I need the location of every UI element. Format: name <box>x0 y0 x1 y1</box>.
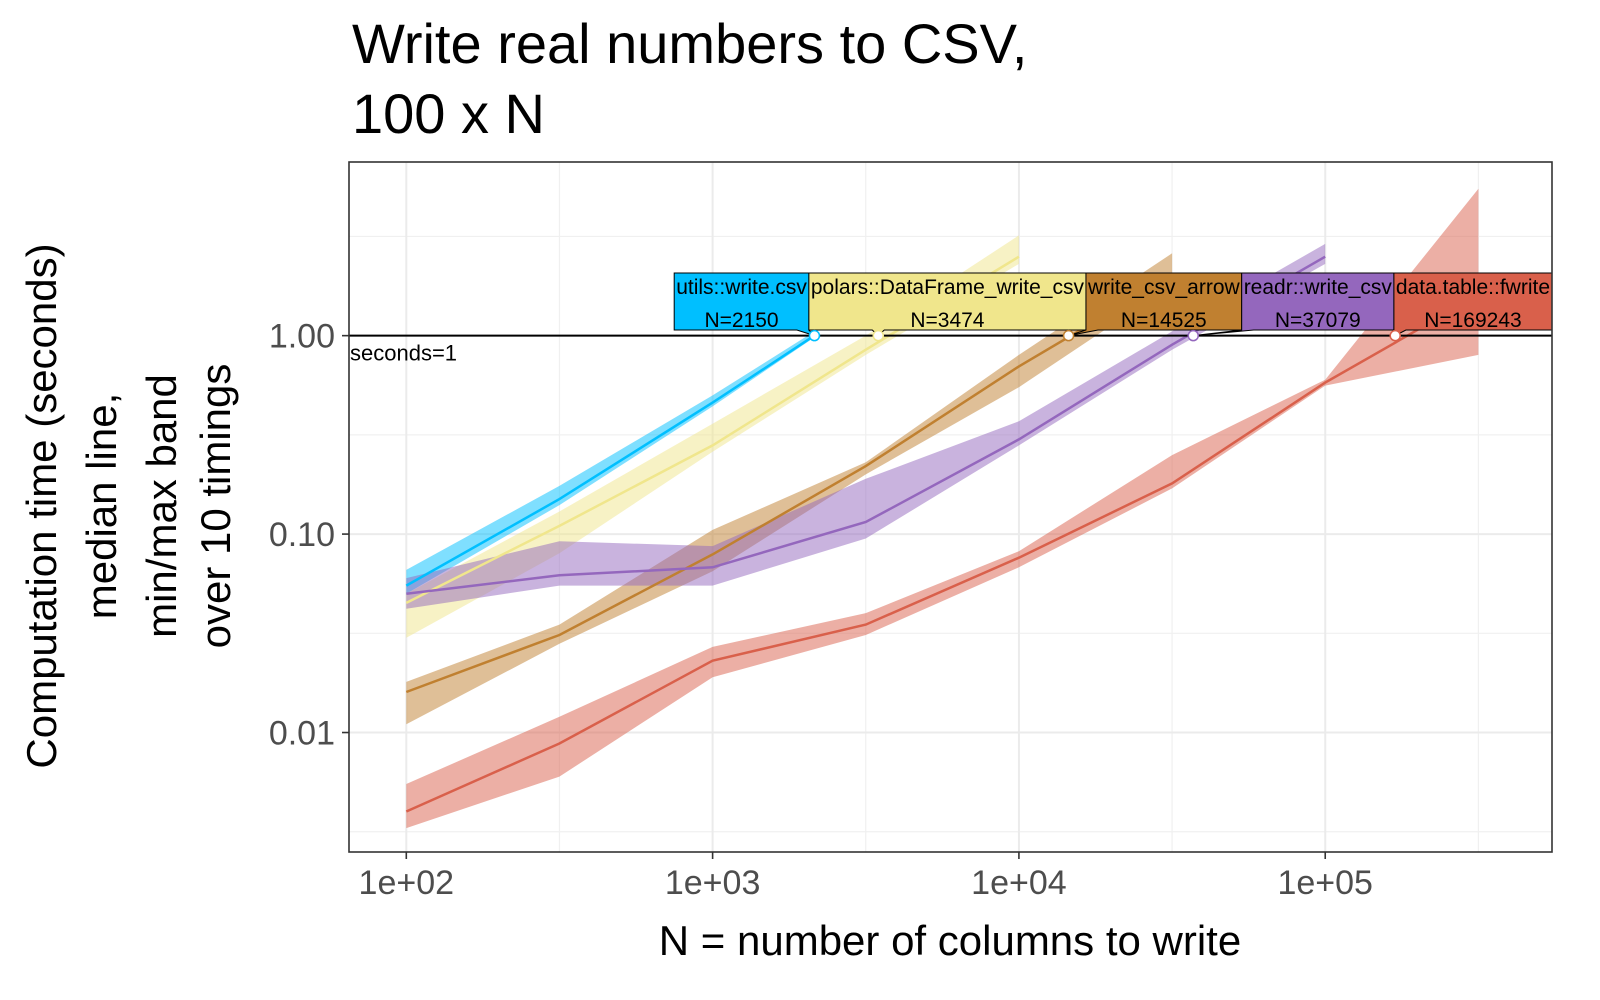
axis-ticks: 1e+02 1e+03 1e+04 1e+05 0.01 0.10 1.00 <box>269 318 1373 902</box>
label-box-n-series-1: N=2150 <box>704 309 778 332</box>
label-box-n-series-4: N=37079 <box>1275 309 1361 332</box>
y-tick-label: 1.00 <box>269 318 335 356</box>
y-axis-title-line-4: over 10 timings <box>192 364 239 649</box>
y-axis-title: Computation time (seconds) median line, … <box>18 243 239 768</box>
band-series-3 <box>406 253 1173 725</box>
band-series-5 <box>406 188 1479 829</box>
label-box-n-series-5: N=169243 <box>1424 309 1522 332</box>
band-series-4 <box>406 243 1326 609</box>
chart-title-line-1: Write real numbers to CSV, <box>352 12 1027 75</box>
y-axis-title-line-3: min/max band <box>138 374 185 638</box>
crossing-points <box>808 329 1401 342</box>
x-tick-label: 1e+02 <box>359 864 455 902</box>
label-box-n-series-3: N=14525 <box>1121 309 1207 332</box>
x-tick-label: 1e+05 <box>1277 864 1373 902</box>
y-axis-title-line-2: median line, <box>78 393 125 619</box>
y-axis-title-line-1: Computation time (seconds) <box>18 243 65 768</box>
crossing-point-series-4 <box>1187 329 1199 342</box>
reference-line-label: seconds=1 <box>350 341 457 366</box>
y-tick-label: 0.01 <box>269 715 335 753</box>
median-line-series-1 <box>405 334 816 587</box>
reference-line-group: seconds=1 <box>349 334 1552 366</box>
label-box-name-series-2: polars::DataFrame_write_csv <box>811 276 1085 299</box>
crossing-point-series-1 <box>808 329 821 342</box>
crossing-point-series-5 <box>1389 329 1401 342</box>
plot-panel-border <box>348 161 1553 853</box>
median-line-series-5 <box>405 294 1480 813</box>
label-box-name-series-4: readr::write_csv <box>1244 276 1393 299</box>
y-tick-label: 0.10 <box>269 516 335 554</box>
crossing-point-series-3 <box>1062 329 1075 342</box>
chart-title: Write real numbers to CSV, 100 x N <box>352 12 1027 145</box>
median-line-series-3 <box>405 274 1173 694</box>
x-axis-title: N = number of columns to write <box>659 917 1241 964</box>
label-box-n-series-2: N=3474 <box>910 309 984 332</box>
x-tick-label: 1e+03 <box>665 864 761 902</box>
x-tick-label: 1e+04 <box>971 864 1067 902</box>
label-box-name-series-5: data.table::fwrite <box>1396 276 1550 299</box>
panel-border <box>348 161 1553 853</box>
label-box-name-series-3: write_csv_arrow <box>1087 276 1241 299</box>
crossing-point-series-2 <box>872 329 885 342</box>
median-line-series-4 <box>406 255 1326 596</box>
label-box-name-series-1: utils::write.csv <box>676 276 807 299</box>
chart-title-line-2: 100 x N <box>352 82 545 145</box>
